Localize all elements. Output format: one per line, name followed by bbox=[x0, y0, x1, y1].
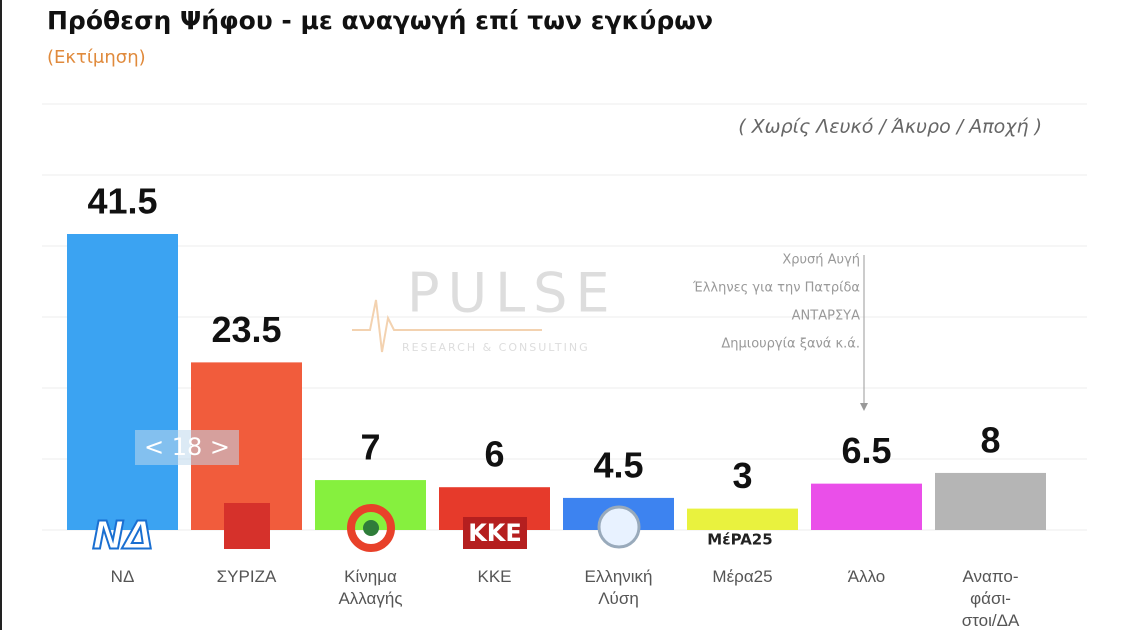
value-label: 7 bbox=[360, 427, 380, 468]
x-tick-label: Μέρα25 bbox=[712, 567, 773, 586]
x-tick-label: Κίνημα Αλλαγής bbox=[338, 567, 403, 608]
logo-syriza bbox=[224, 503, 270, 549]
note-item: Έλληνες για την Πατρίδα bbox=[692, 281, 860, 296]
bar bbox=[811, 483, 922, 530]
bar bbox=[687, 508, 798, 530]
logo-mera25: MέPA25 bbox=[707, 531, 772, 549]
x-tick-label: ΣΥΡΙΖΑ bbox=[216, 567, 277, 586]
logo-kke: ΚΚΕ bbox=[468, 519, 522, 547]
watermark-tagline: RESEARCH & CONSULTING bbox=[402, 341, 590, 354]
watermark-line bbox=[352, 299, 542, 353]
logo-kke-box bbox=[463, 517, 527, 549]
logo-kinal-core bbox=[363, 520, 379, 536]
value-label: 41.5 bbox=[87, 181, 157, 222]
logos: ΝΔ ΚΚΕ MέPA25 bbox=[91, 503, 773, 559]
subtitle: (Εκτίμηση) bbox=[47, 47, 146, 68]
x-tick-label: Ελληνική Λύση bbox=[584, 567, 653, 608]
value-label: 4.5 bbox=[593, 444, 643, 485]
value-label: 23.5 bbox=[211, 309, 281, 350]
bar bbox=[67, 234, 178, 530]
watermark: PULSE bbox=[407, 262, 618, 325]
note-item: ΑΝΤΑΡΣΥΑ bbox=[792, 309, 860, 324]
value-label: 6.5 bbox=[841, 430, 891, 471]
chart-title: Πρόθεση Ψήφου - με αναγωγή επί των εγκύρ… bbox=[47, 6, 713, 35]
overlay-box bbox=[135, 430, 239, 465]
overlay: < 18 > bbox=[144, 433, 230, 461]
logo-el bbox=[597, 505, 641, 549]
value-label: 6 bbox=[484, 434, 504, 475]
logo-nd: ΝΔ bbox=[92, 514, 153, 558]
value-label: 8 bbox=[980, 419, 1000, 460]
logo-kinal bbox=[347, 504, 395, 552]
x-tick-label: Άλλο bbox=[847, 567, 886, 586]
arrow bbox=[860, 403, 868, 411]
x-tick-label: ΝΔ bbox=[110, 567, 135, 586]
note-item: Χρυσή Αυγή bbox=[782, 253, 860, 268]
x-tick-label: ΚΚΕ bbox=[477, 567, 512, 586]
bar bbox=[935, 472, 1046, 530]
value-label: 3 bbox=[732, 455, 752, 496]
x-tick-label: Αναπο- φάσι- στοι/ΔΑ bbox=[961, 567, 1020, 630]
note-item: Δημιουργία ξανά κ.ά. bbox=[721, 337, 860, 352]
annotation: ( Χωρίς Λευκό / Άκυρο / Αποχή ) bbox=[738, 116, 1042, 138]
